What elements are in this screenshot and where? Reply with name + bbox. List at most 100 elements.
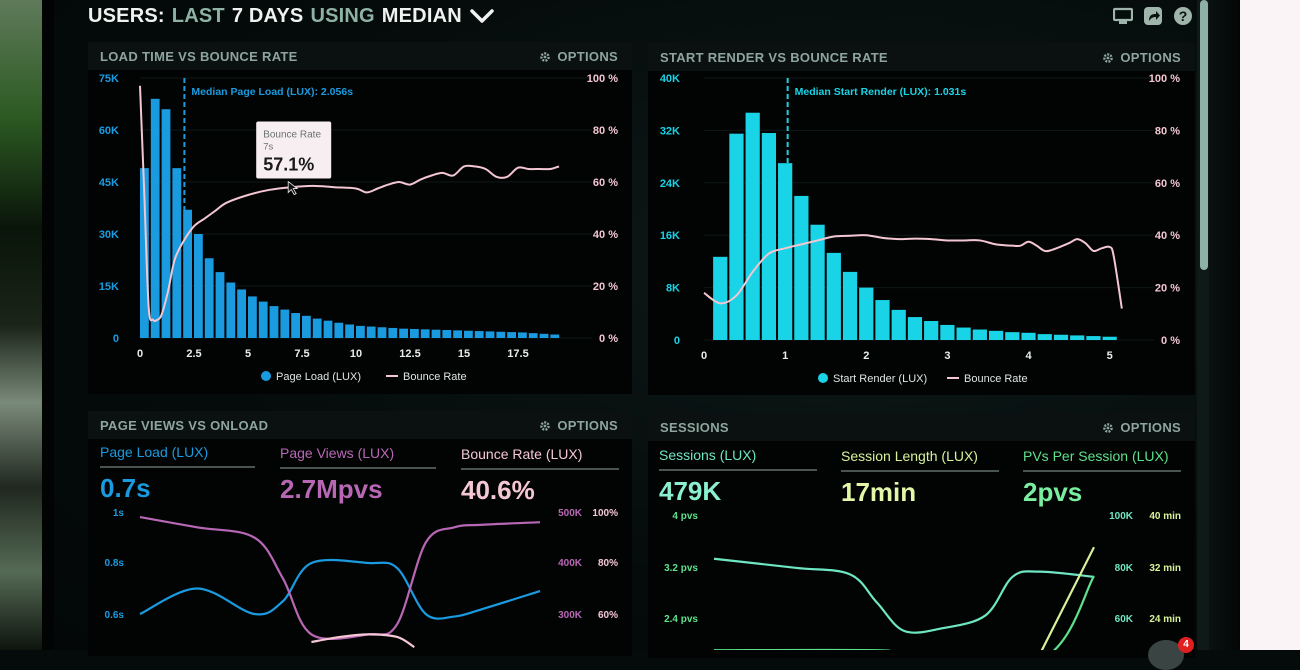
options-label: OPTIONS [557,49,618,64]
histogram-bar [334,322,344,338]
help-icon[interactable]: ? [1173,6,1193,26]
histogram-bar [161,109,171,338]
histogram-bar [1086,336,1101,340]
options-button[interactable]: OPTIONS [539,418,618,433]
y-tick-label: 24K [660,178,680,190]
histogram-bar [1037,334,1052,340]
histogram-bar [485,331,495,338]
y-tick-label: 45K [99,177,119,189]
panel-title: PAGE VIEWS VS ONLOAD [100,418,269,433]
y2-tick-label: 60 % [1155,178,1180,190]
histogram-bar [539,333,549,338]
x-tick-label: 10 [350,348,362,360]
gear-icon [1103,52,1114,63]
kpi-label: Page Views (LUX) [280,445,395,461]
gear-icon [540,420,551,431]
histogram-bar [1005,332,1020,340]
histogram-bar [237,289,246,338]
x-tick-label: 5 [1107,350,1113,362]
kpi-value: 17min [841,477,917,507]
chevron-down-icon[interactable] [469,6,495,26]
options-button[interactable]: OPTIONS [1102,50,1181,65]
kpi-label: Page Load (LUX) [100,444,209,460]
tooltip-box [256,121,332,179]
x-tick-label: 17.5 [507,348,528,360]
y2-tick-label: 100 % [1149,73,1180,85]
histogram-bar [388,327,398,338]
scrollbar-thumb[interactable] [1200,0,1208,270]
options-button[interactable]: OPTIONS [1102,420,1181,435]
background-wall [1240,0,1300,650]
y2-tick-label: 500K [558,508,583,519]
median-label: Median Start Render (LUX): 1.031s [795,86,967,98]
kpi-session-length: Session Length (LUX) 17min [841,448,999,508]
legend-label: Page Load (LUX) [276,371,361,383]
series-line [139,558,541,620]
x-tick-label: 2 [863,350,869,362]
panel-page-views: PAGE VIEWS VS ONLOAD OPTIONS [88,411,632,656]
header-last: LAST [171,4,225,27]
series-line [713,557,1095,634]
histogram-bar [453,330,462,338]
monitor-icon[interactable] [1112,6,1134,26]
kpi-divider [100,466,255,468]
histogram-bar [842,271,858,340]
chart-load-time: 0 15K 30K 45K 60K 75K 0 % 20 % 40 % 60 % 80 % 100 %… [99,73,618,383]
histogram-bar [729,133,744,340]
y2-tick-label: 20 % [1155,283,1180,295]
histogram-bar [810,224,825,340]
y-tick-label: 15K [99,281,119,293]
histogram-bar [258,301,268,338]
histogram-bar [399,328,408,338]
histogram-bar [1102,336,1117,340]
kpi-label: PVs Per Session (LUX) [1023,448,1169,464]
y-tick-label: 32K [660,125,680,137]
histogram-bar [323,320,333,338]
y2-tick-label: 400K [558,558,583,569]
histogram-bar [140,168,149,338]
y-tick-label: 0 [113,333,119,345]
tooltip-sub: 7s [263,142,273,153]
y-tick-label: 0.8s [105,558,125,569]
histogram-bar [859,287,874,340]
panel-sessions: SESSIONS OPTIONS [648,413,1195,658]
series-line [1040,546,1095,650]
histogram-bar [875,300,890,340]
x-tick-label: 5 [245,348,251,360]
histogram-bar [518,332,527,338]
histogram-bar [956,327,971,340]
y3-tick-label: 32 min [1149,563,1181,574]
header-users: USERS: [88,4,165,27]
histogram-bar [226,282,236,338]
histogram-bar [528,333,538,338]
y-tick-label: 16K [660,230,680,242]
y3-tick-label: 60% [598,610,618,621]
histogram-bar [474,331,484,338]
y2-tick-label: 0 % [599,333,618,345]
options-label: OPTIONS [557,418,618,433]
x-tick-label: 2.5 [186,348,201,360]
panel-title: LOAD TIME VS BOUNCE RATE [100,49,298,64]
y-tick-label: 3.2 pvs [664,563,698,574]
notification-badge: 4 [1178,637,1194,653]
histogram-bar [496,331,506,338]
y-tick-label: 0 [674,335,680,347]
share-icon[interactable] [1143,6,1163,26]
histogram-bar [713,256,728,340]
y3-tick-label: 24 min [1149,614,1181,625]
histogram-bar [215,272,225,338]
histogram-bar [410,328,419,338]
kpi-page-views: Page Views (LUX) 2.7Mpvs [280,445,436,505]
histogram-bar [972,329,987,340]
options-button[interactable]: OPTIONS [539,49,618,64]
histogram-bar [431,329,441,338]
y2-tick-label: 40 % [593,229,618,241]
date-range-selector[interactable]: USERS: LAST 7 DAYS USING MEDIAN [88,2,495,30]
bounce-rate-line [139,85,560,322]
histogram-bar [377,327,387,338]
histogram-bar [464,330,473,338]
background-plant [0,0,42,650]
panel-header: LOAD TIME VS BOUNCE RATE OPTIONS [88,42,632,70]
histogram-bar [988,330,1004,340]
kpi-label: Sessions (LUX) [659,447,757,463]
